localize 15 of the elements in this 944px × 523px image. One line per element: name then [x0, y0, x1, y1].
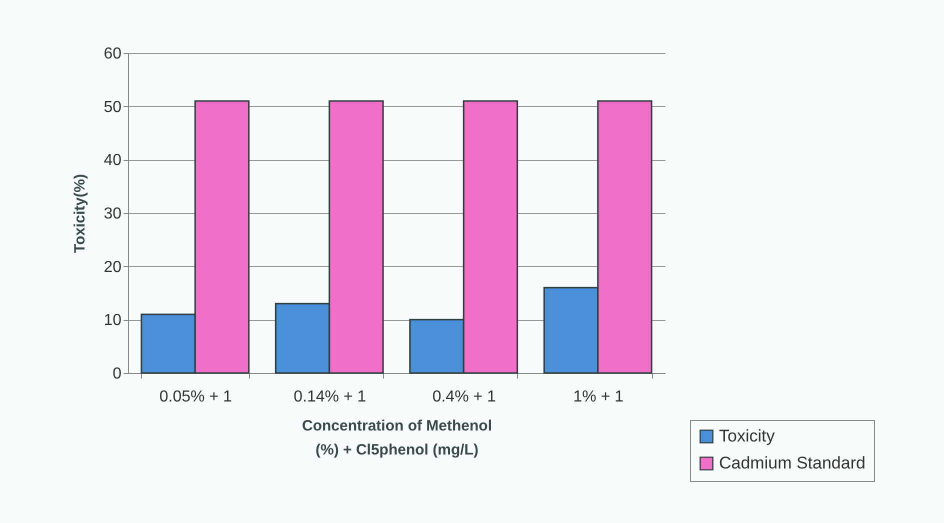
legend-label: Toxicity	[719, 426, 776, 446]
y-axis-title: Toxicity(%)	[72, 174, 89, 253]
y-tick-label: 60	[104, 46, 122, 62]
y-tick-label: 10	[104, 312, 122, 330]
x-tick-label: 1% + 1	[573, 388, 624, 406]
y-tick-label: 30	[104, 206, 122, 222]
x-tick-label: 0.4% + 1	[432, 388, 496, 406]
y-tick-label: 50	[104, 98, 122, 116]
x-tick-label: 0.05% + 1	[159, 388, 232, 406]
y-tick-label: 0	[112, 366, 122, 382]
x-axis-title: Concentration of Methenol (%) + Cl5phenol (mg/L)	[302, 418, 492, 458]
y-tick-label: 40	[104, 152, 122, 170]
y-tick-label: 20	[104, 258, 122, 276]
legend-label: Cadmium Standard	[719, 454, 866, 472]
x-tick-label: 0.14% + 1	[294, 388, 366, 406]
